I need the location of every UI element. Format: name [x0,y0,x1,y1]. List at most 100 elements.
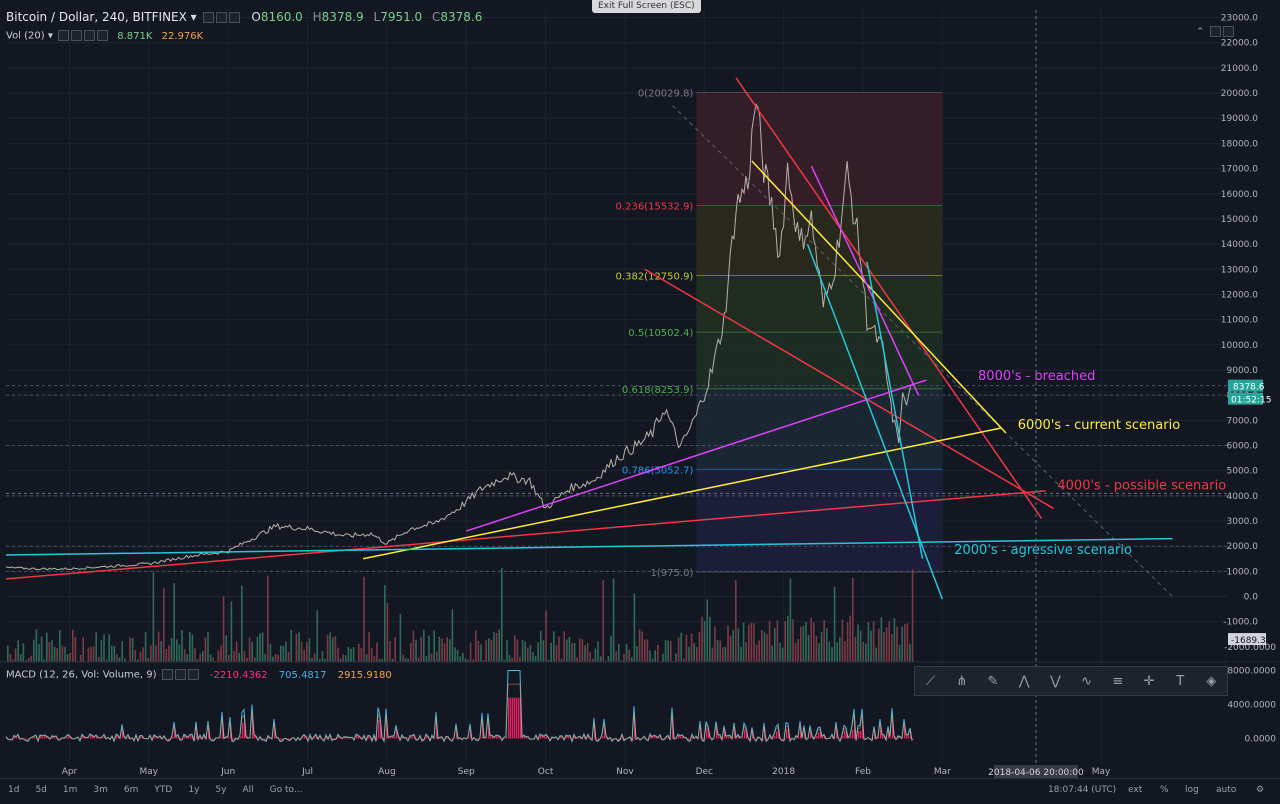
auto-toggle[interactable]: auto [1216,785,1236,795]
volume-bar [459,656,461,662]
volume-label[interactable]: Vol (20) [6,31,45,42]
macd-histogram-bar [816,736,817,739]
trend-line-icon[interactable]: ⟋ [915,674,946,689]
volume-bar [311,658,313,662]
symbol-title[interactable]: Bitcoin / Dollar, 240, BITFINEX [6,10,187,24]
volume-bar [530,645,532,662]
volume-bar [272,657,274,662]
volume-bar [743,623,745,662]
volume-bar [670,641,672,662]
utc-clock[interactable]: 18:07:44 (UTC) [1048,785,1116,795]
volume-bar [628,650,630,662]
volume-bar [888,621,890,662]
settings-icon[interactable] [71,30,82,41]
volume-bar [444,643,446,662]
volume-bar [277,655,279,662]
elliott-icon[interactable]: ∿ [1071,674,1102,689]
macd-histogram-bar [818,732,819,738]
volume-bar [394,637,396,662]
macd-histogram-bar [66,737,67,738]
volume-bar [402,654,404,662]
volume-bar [769,621,771,662]
macd-histogram-bar [288,739,289,740]
volume-bar [202,651,204,662]
eye-icon[interactable] [216,12,227,23]
volume-bar [98,657,100,662]
macd-label[interactable]: MACD (12, 26, Vol: Volume, 9) [6,670,157,681]
abcd-icon[interactable]: ⋁ [1040,674,1071,689]
close-icon[interactable] [188,669,199,680]
volume-bar [322,651,324,662]
volume-bar [756,645,758,662]
pane-controls: ⌃ [1196,26,1234,38]
range-1m[interactable]: 1m [55,785,86,795]
macd-histogram-bar [388,738,389,739]
volume-bar [441,639,443,662]
brush-icon[interactable]: ✎ [977,674,1008,689]
eye-icon[interactable] [162,669,173,680]
range-1y[interactable]: 1y [180,785,207,795]
volume-bar [563,631,565,662]
macd-histogram-bar [508,698,509,739]
chevron-down-icon[interactable]: ▾ [191,10,197,24]
range-all[interactable]: All [234,785,261,795]
close-icon[interactable] [97,30,108,41]
range-5d[interactable]: 5d [27,785,54,795]
volume-bar [691,634,693,662]
range-1d[interactable]: 1d [0,785,27,795]
volume-bar [823,620,825,662]
eye-icon[interactable] [58,30,69,41]
volume-bar [285,641,287,662]
plus-icon[interactable] [84,30,95,41]
shapes-icon[interactable]: ◈ [1196,674,1227,689]
gear-icon[interactable]: ⚙ [1256,785,1264,795]
volume-bar [306,642,308,662]
text-icon[interactable]: T [1165,674,1196,689]
macd-histogram-bar [450,739,451,740]
chevron-up-icon[interactable]: ⌃ [1196,27,1204,38]
time-axis-label: May [140,767,159,777]
settings-icon[interactable] [203,12,214,23]
volume-bar [368,632,370,662]
volume-bar [748,625,750,662]
range-ytd[interactable]: YTD [146,785,180,795]
macd-histogram-bar [882,736,883,738]
volume-bar [17,640,19,662]
macd-histogram-bar [516,698,517,739]
volume-bar [348,647,350,662]
volume-bar [75,637,77,662]
range-5y[interactable]: 5y [207,785,234,795]
volume-bar [59,630,61,662]
percent-toggle[interactable]: % [1160,785,1169,795]
range-6m[interactable]: 6m [116,785,147,795]
log-toggle[interactable]: log [1185,785,1199,795]
pitchfork-icon[interactable]: ⋔ [946,674,977,689]
volume-bar [847,622,849,662]
close-icon[interactable] [1223,26,1234,37]
macd-histogram-bar [898,737,899,739]
chevron-down-icon[interactable]: ▾ [48,31,53,42]
exit-fullscreen-button[interactable]: Exit Full Screen (ESC) [592,0,701,13]
xabcd-icon[interactable]: ⋀ [1009,674,1040,689]
settings-icon[interactable] [175,669,186,680]
goto-date-button[interactable]: Go to... [262,785,311,795]
macd-histogram-bar [40,736,41,738]
fib-zone [696,469,942,572]
crosshair-icon[interactable]: ✛ [1133,674,1164,689]
fib-icon[interactable]: ≡ [1102,674,1133,689]
macd-histogram-bar [522,737,523,738]
maximize-icon[interactable] [1210,26,1221,37]
volume-bar [166,649,168,662]
macd-histogram-bar [908,736,909,738]
macd-histogram-bar [728,737,729,739]
more-icon[interactable] [229,12,240,23]
volume-bar [761,630,763,662]
volume-bar [844,641,846,662]
volume-bar [862,642,864,662]
ext-toggle[interactable]: ext [1128,785,1142,795]
range-3m[interactable]: 3m [85,785,116,795]
volume-bar [181,630,183,662]
macd-histogram-bar [410,737,411,739]
volume-bar [883,632,885,662]
